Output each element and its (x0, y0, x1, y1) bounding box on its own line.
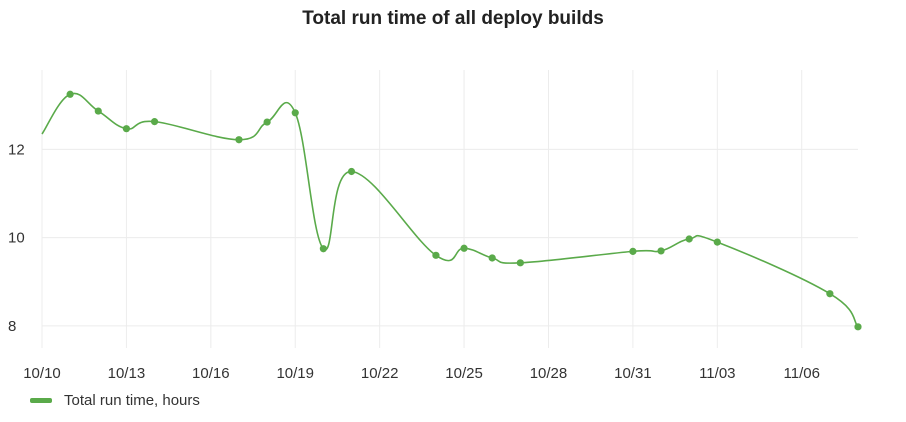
data-point[interactable] (713, 238, 721, 246)
x-tick-label: 11/06 (784, 365, 820, 382)
data-point[interactable] (432, 251, 440, 259)
data-point[interactable] (488, 254, 496, 262)
legend-swatch (30, 398, 52, 403)
data-point[interactable] (657, 247, 665, 255)
data-point[interactable] (516, 259, 524, 267)
x-tick-label: 10/25 (445, 365, 483, 382)
data-point[interactable] (66, 90, 74, 98)
data-point[interactable] (319, 245, 327, 253)
data-point[interactable] (94, 107, 102, 115)
series-line (41, 92, 859, 328)
data-point[interactable] (263, 118, 271, 126)
legend[interactable]: Total run time, hours (30, 392, 200, 409)
y-tick-label: 8 (8, 318, 16, 335)
data-point[interactable] (460, 244, 468, 252)
x-tick-label: 10/28 (530, 365, 568, 382)
x-tick-label: 10/31 (614, 365, 652, 382)
data-point[interactable] (629, 247, 637, 255)
chart-title: Total run time of all deploy builds (302, 8, 604, 29)
x-tick-label: 10/19 (276, 365, 314, 382)
x-tick-label: 10/10 (23, 365, 61, 382)
data-point[interactable] (347, 167, 356, 176)
y-axis-ticks: 8 10 12 (8, 141, 25, 335)
data-point[interactable] (826, 290, 834, 298)
data-point[interactable] (685, 235, 693, 243)
series-layer (41, 92, 859, 328)
x-tick-label: 10/22 (361, 365, 399, 382)
y-tick-label: 12 (8, 141, 25, 158)
legend-label: Total run time, hours (64, 392, 200, 409)
data-point[interactable] (122, 125, 131, 133)
x-tick-label: 11/03 (699, 365, 735, 382)
data-point[interactable] (235, 136, 243, 144)
y-tick-label: 10 (8, 230, 25, 247)
x-tick-label: 10/13 (108, 365, 146, 382)
data-point[interactable] (854, 323, 862, 331)
data-points (66, 90, 862, 331)
x-tick-label: 10/16 (192, 365, 230, 382)
data-point[interactable] (150, 118, 159, 126)
grid-lines (41, 70, 858, 348)
data-point[interactable] (291, 109, 299, 117)
x-axis-ticks: 10/10 10/13 10/16 10/19 10/22 10/25 10/28 10/31… (23, 365, 820, 382)
